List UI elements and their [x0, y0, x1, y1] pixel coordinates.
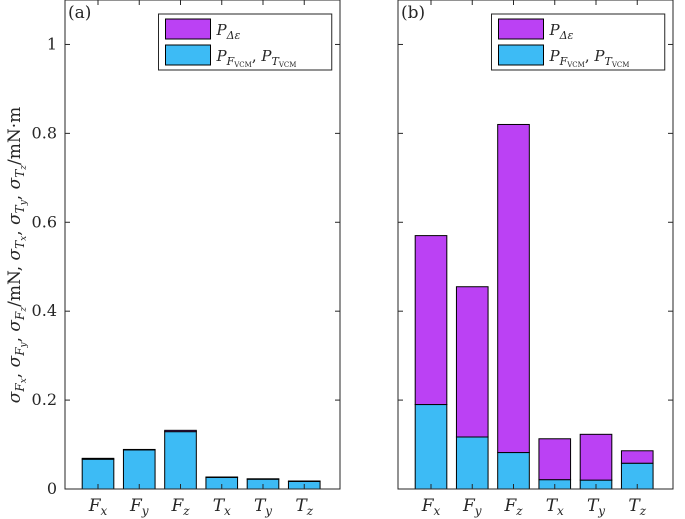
ytick-label: 0.6: [32, 212, 57, 231]
panel-label: (b): [401, 3, 425, 23]
bar-Fy-series-1: [455, 286, 489, 438]
xtick-label-Tz: Tz: [295, 496, 313, 518]
bar-Fz-series-0: [164, 431, 197, 490]
bar-Tz-series-1: [620, 450, 654, 464]
plot-area: [65, 0, 340, 489]
ylabel-text: σFx​, σFy​, σFz​/mN, σTx​, σTy​, σTz​/mN…: [5, 107, 29, 403]
xtick-label-Fy: Fy: [129, 496, 149, 518]
xtick-label-Fx: Fx: [88, 496, 108, 518]
xtick-label-Fy: Fy: [462, 496, 482, 518]
ytick-label: 0: [47, 479, 57, 498]
legend-entry-vcm: PFVCM, PTVCM: [216, 47, 297, 69]
xtick-label-Ty: Ty: [587, 496, 605, 518]
ytick-label: 1: [47, 34, 57, 53]
panel-a: 0 0.2 0.4 0.6 0.8 1 Fx Fy Fz Tx Ty Tz (a) PΔε PFVCM, P…: [32, 0, 341, 518]
ytick-label: 0.4: [32, 301, 57, 320]
bar-Fz-series-1: [164, 429, 197, 433]
xtick-label-Tz: Tz: [628, 496, 646, 518]
xtick-label-Tx: Tx: [213, 496, 231, 518]
xtick-label-Fz: Fz: [503, 496, 523, 518]
legend-entry-vcm: PFVCM, PTVCM: [549, 47, 630, 69]
bar-Tx-series-1: [538, 438, 572, 481]
legend-swatch-0: [165, 18, 211, 40]
axes-frame: [397, 0, 674, 490]
bar-Fx-series-0: [414, 404, 448, 490]
xtick-label-Fx: Fx: [421, 496, 441, 518]
legend-swatch-0: [498, 18, 544, 40]
bar-Fz-series-0: [497, 452, 530, 490]
legend-entry-delta-eps: PΔε: [216, 21, 241, 42]
bar-Fy-series-0: [455, 436, 489, 490]
legend-entry-delta-eps: PΔε: [549, 21, 574, 42]
legend-swatch-1: [165, 44, 211, 66]
bar-Fz-series-1: [497, 123, 530, 454]
panel-label: (a): [68, 3, 91, 23]
bar-Fx-series-1: [414, 235, 448, 406]
ytick-label: 0.2: [32, 390, 57, 409]
axes-frame: [64, 0, 341, 490]
ytick-label: 0.8: [32, 123, 57, 142]
panel-b: Fx Fy Fz Tx Ty Tz (b) PΔε PFVCM, PTVCM: [397, 0, 674, 518]
xtick-label-Tx: Tx: [546, 496, 564, 518]
y-axis-label: σFx​, σFy​, σFz​/mN, σTx​, σTy​, σTz​/mN…: [5, 107, 29, 403]
legend-swatch-1: [498, 44, 544, 66]
bar-Fx-series-1: [81, 457, 115, 460]
xtick-label-Fz: Fz: [170, 496, 190, 518]
xtick-label-Ty: Ty: [254, 496, 272, 518]
bar-Ty-series-1: [579, 433, 613, 481]
bar-Fy-series-0: [122, 449, 156, 490]
